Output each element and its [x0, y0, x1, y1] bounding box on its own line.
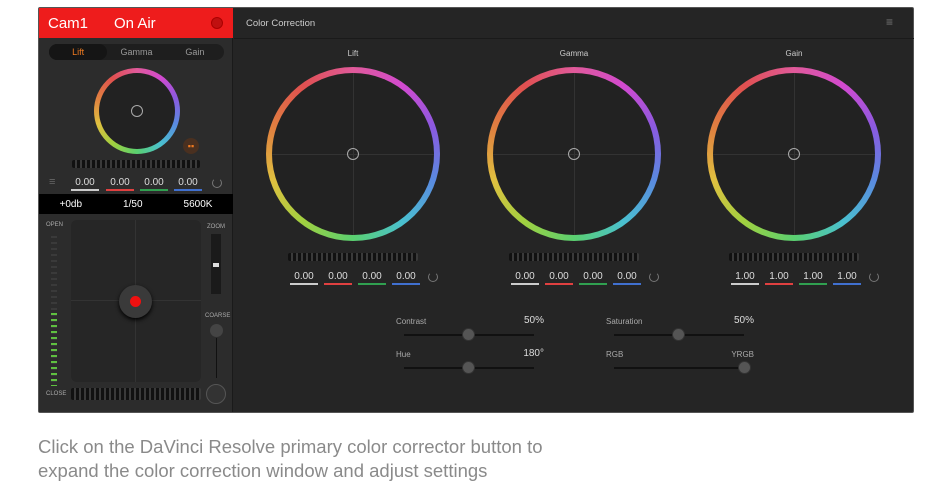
lift-label: Lift: [347, 49, 359, 58]
master-wheel-slider[interactable]: [72, 160, 200, 168]
reset-icon[interactable]: [212, 178, 222, 188]
saturation-lumamix-group: Saturation 50% RGB YRGB: [606, 315, 766, 377]
focus-wheel[interactable]: [71, 388, 201, 400]
gain-value[interactable]: +0db: [59, 198, 83, 210]
caption-line-1: Click on the DaVinci Resolve primary col…: [38, 436, 543, 457]
gamma-master-slider[interactable]: [509, 253, 639, 261]
gamma-wheel-handle[interactable]: [568, 148, 580, 160]
lift-reset-icon[interactable]: [428, 272, 438, 282]
auto-focus-button[interactable]: [206, 384, 226, 404]
luma-value[interactable]: 0.00: [71, 176, 99, 191]
saturation-label: Saturation: [606, 317, 643, 326]
lift-master-slider[interactable]: [288, 253, 418, 261]
coarse-label: COARSE: [205, 313, 231, 319]
white-balance-value[interactable]: 5600K: [183, 198, 213, 210]
expand-color-corrector-icon[interactable]: ▪▪: [183, 138, 199, 154]
lift-color-wheel[interactable]: [266, 67, 440, 241]
lift-green-value[interactable]: 0.00: [358, 270, 386, 285]
camera-control-window: Cam1 On Air Lift Gamma Gain ▪▪ ≡ 0.00 0.…: [38, 7, 914, 413]
luma-mix-slider[interactable]: [614, 361, 751, 374]
color-correction-header: Color Correction ≡: [234, 8, 914, 39]
wheel-tabs: Lift Gamma Gain: [49, 44, 224, 60]
gain-label: Gain: [785, 49, 803, 58]
on-air-header: Cam1 On Air: [39, 8, 233, 38]
tab-gamma[interactable]: Gamma: [120, 47, 153, 57]
gain-reset-icon[interactable]: [869, 272, 879, 282]
gain-color-wheel[interactable]: [707, 67, 881, 241]
panel-title: Color Correction: [246, 18, 316, 29]
gamma-red-value[interactable]: 0.00: [545, 270, 573, 285]
camera-name: Cam1: [48, 15, 89, 32]
gain-blue-value[interactable]: 1.00: [833, 270, 861, 285]
gain-wheel-handle[interactable]: [788, 148, 800, 160]
gamma-label: Gamma: [559, 49, 589, 58]
gain-green-value[interactable]: 1.00: [799, 270, 827, 285]
zoom-slider[interactable]: [211, 234, 221, 294]
saturation-value: 50%: [733, 315, 754, 326]
gamma-luma-value[interactable]: 0.00: [511, 270, 539, 285]
rgb-label: RGB: [606, 350, 624, 359]
iris-meter-level: [51, 313, 57, 386]
saturation-slider[interactable]: [614, 328, 744, 341]
zoom-label: ZOOM: [207, 224, 225, 230]
tab-gain[interactable]: Gain: [185, 47, 205, 57]
green-value[interactable]: 0.00: [140, 176, 168, 191]
open-label: OPEN: [46, 222, 64, 228]
yrgb-label: YRGB: [731, 350, 754, 359]
gamma-color-wheel[interactable]: [487, 67, 661, 241]
red-value[interactable]: 0.00: [106, 176, 134, 191]
gain-luma-value[interactable]: 1.00: [731, 270, 759, 285]
tab-lift[interactable]: Lift: [49, 44, 108, 60]
joystick-handle[interactable]: [119, 285, 152, 318]
menu-icon[interactable]: ≡: [886, 15, 894, 29]
contrast-slider[interactable]: [404, 328, 534, 341]
caption-line-2: expand the color correction window and a…: [38, 460, 488, 481]
wheel-handle[interactable]: [131, 105, 143, 117]
hue-value: 180°: [523, 348, 544, 359]
iris-joystick-pad[interactable]: [71, 220, 201, 382]
lift-red-value[interactable]: 0.00: [324, 270, 352, 285]
gamma-green-value[interactable]: 0.00: [579, 270, 607, 285]
shutter-value[interactable]: 1/50: [123, 198, 143, 210]
gain-master-slider[interactable]: [729, 253, 859, 261]
lift-blue-value[interactable]: 0.00: [392, 270, 420, 285]
contrast-label: Contrast: [396, 317, 427, 326]
hue-slider[interactable]: [404, 361, 534, 374]
coarse-knob[interactable]: [210, 324, 223, 337]
settings-icon[interactable]: [211, 17, 223, 29]
blue-value[interactable]: 0.00: [174, 176, 202, 191]
gamma-blue-value[interactable]: 0.00: [613, 270, 641, 285]
color-wheel[interactable]: [94, 68, 180, 154]
iris-meter: [51, 236, 57, 386]
gamma-reset-icon[interactable]: [649, 272, 659, 282]
menu-icon[interactable]: ≡: [49, 176, 56, 188]
hue-label: Hue: [396, 350, 411, 359]
lift-luma-value[interactable]: 0.00: [290, 270, 318, 285]
contrast-hue-group: Contrast 50% Hue 180°: [396, 315, 576, 377]
camera-info-bar: +0db 1/50 5600K: [39, 194, 233, 214]
contrast-value: 50%: [523, 315, 544, 326]
gain-red-value[interactable]: 1.00: [765, 270, 793, 285]
lift-wheel-handle[interactable]: [347, 148, 359, 160]
close-label: CLOSE: [46, 391, 67, 397]
camera-panel: Cam1 On Air Lift Gamma Gain ▪▪ ≡ 0.00 0.…: [39, 8, 233, 412]
on-air-status: On Air: [114, 15, 156, 32]
caption: Click on the DaVinci Resolve primary col…: [38, 435, 543, 483]
